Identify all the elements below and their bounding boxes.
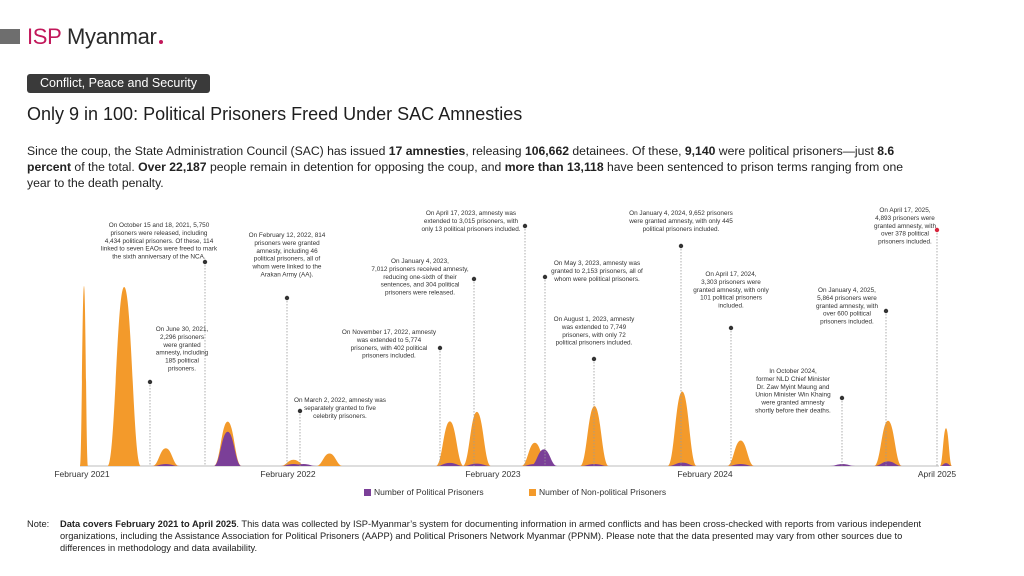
- political-peak: [290, 464, 317, 466]
- annotation-dot: [522, 223, 528, 229]
- annotation-dot: [284, 295, 290, 301]
- annotation-text: On April 17, 2023, amnesty was extended t…: [421, 210, 520, 233]
- annotation-text: In October 2024, former NLD Chief Ministe…: [755, 368, 831, 415]
- annotation-text: On February 12, 2022, 814 prisoners were …: [249, 232, 326, 279]
- non-political-peak: [727, 440, 755, 466]
- political-peak: [667, 462, 697, 466]
- non-political-peak: [107, 287, 141, 466]
- political-peak: [874, 461, 902, 466]
- annotation-text: On January 4, 2024, 9,652 prisoners were …: [628, 210, 733, 233]
- amnesty-chart: On October 15 and 18, 2021, 5,750 prisone…: [54, 207, 957, 497]
- annotation-dot: [883, 308, 889, 314]
- non-political-peak: [580, 406, 609, 466]
- annotation-text: On January 4, 2025, 5,864 prisoners were g…: [816, 287, 878, 326]
- x-tick-label: February 2022: [260, 469, 316, 479]
- annotation-dot: [678, 243, 684, 249]
- annotation-text: On January 4, 2023, 7,012 prisoners recei…: [371, 258, 468, 297]
- annotation-text: On April 17, 2025, 4,893 prisoners were gr…: [874, 207, 936, 246]
- political-peak: [940, 463, 952, 466]
- political-peak: [152, 464, 180, 466]
- annotation-text: On April 17, 2024, 3,303 prisoners were gr…: [693, 271, 769, 310]
- annotation-dot: [934, 227, 940, 233]
- political-peak: [530, 449, 558, 466]
- non-political-peak: [152, 448, 180, 466]
- legend-label: Number of Political Prisoners: [374, 487, 484, 497]
- political-peak: [727, 464, 755, 466]
- isp-myanmar-logo: ISP Myanmar: [27, 24, 163, 50]
- note-text: . This data was collected by ISP-Myanmar…: [60, 519, 922, 553]
- annotation-text: On October 15 and 18, 2021, 5,750 prisone…: [101, 222, 218, 261]
- annotation-dot: [591, 356, 597, 362]
- section-tag: Conflict, Peace and Security: [27, 74, 211, 93]
- intro-paragraph: Since the coup, the State Administration…: [27, 144, 904, 190]
- annotation-text: On November 17, 2022, amnesty was extende…: [342, 329, 437, 360]
- x-tick-label: February 2023: [465, 469, 521, 479]
- legend-swatch: [364, 489, 371, 496]
- non-political-peak: [80, 286, 88, 466]
- legend-label: Number of Non-political Prisoners: [539, 487, 666, 497]
- annotation-dot: [542, 274, 548, 280]
- annotation-dot: [437, 345, 443, 351]
- political-peak: [580, 464, 609, 466]
- non-political-peak: [874, 420, 902, 466]
- page-title: Only 9 in 100: Political Prisoners Freed…: [27, 104, 523, 124]
- annotation-text: On June 30, 2021, 2,296 prisoners were gra…: [156, 326, 209, 373]
- brand-accent-bar: [0, 29, 20, 44]
- annotation-dot: [839, 395, 845, 401]
- political-peak: [435, 462, 464, 466]
- annotation-text: On August 1, 2023, amnesty was extended t…: [554, 316, 635, 347]
- political-peak: [213, 431, 242, 466]
- x-tick-label: February 2024: [677, 469, 733, 479]
- non-political-peak: [462, 411, 491, 466]
- note-bold: Data covers February 2021 to April 2025: [60, 519, 237, 529]
- annotation-dot: [728, 325, 734, 331]
- political-peak: [829, 464, 856, 466]
- non-political-peak: [316, 453, 343, 466]
- note-label: Note:: [27, 519, 50, 529]
- legend-swatch: [529, 489, 536, 496]
- annotation-dot: [297, 408, 303, 414]
- annotation-dot: [202, 259, 208, 265]
- annotation-dot: [471, 276, 477, 282]
- political-peak: [462, 463, 491, 466]
- annotation-text: On May 3, 2023, amnesty was granted to 2,…: [551, 260, 643, 283]
- non-political-peak: [667, 391, 697, 466]
- non-political-peak: [435, 421, 464, 466]
- annotation-text: On March 2, 2022, amnesty was separately …: [294, 397, 386, 420]
- x-tick-label: February 2021: [54, 469, 110, 479]
- non-political-peak: [940, 428, 952, 466]
- annotation-dot: [147, 379, 153, 385]
- x-tick-label: April 2025: [918, 469, 957, 479]
